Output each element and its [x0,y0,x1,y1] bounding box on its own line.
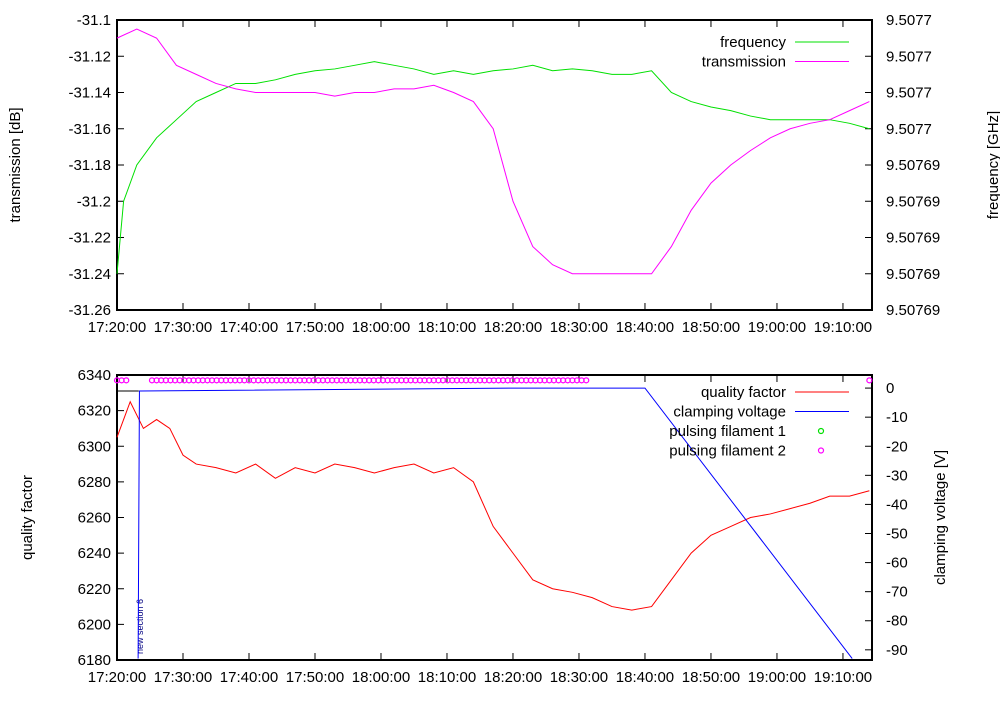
y2-tick-label: -10 [886,409,908,426]
y-tick-label: 6220 [78,581,111,598]
y-tick-label: -31.12 [68,48,111,65]
x-tick-label: 18:50:00 [682,669,740,686]
legend-label: quality factor [701,384,786,401]
x-tick-label: 18:50:00 [682,319,740,336]
y2-tick-label: 9.50769 [886,302,940,319]
y2-tick-label: -30 [886,467,908,484]
transmission-line [116,28,870,275]
legend-marker [817,427,825,435]
x-tick-label: 17:50:00 [286,669,344,686]
y2-tick-label: -90 [886,642,908,659]
y-tick-label: 6280 [78,474,111,491]
y-tick-label: -31.18 [68,157,111,174]
x-tick-label: 18:10:00 [418,669,476,686]
y-tick-label: -31.1 [77,12,111,29]
y2-tick-label: 9.5077 [886,12,932,29]
y-tick-label: -31.16 [68,121,111,138]
y-tick-label: 6320 [78,403,111,420]
y-tick-label: 6300 [78,438,111,455]
y2-tick-label: -40 [886,496,908,513]
x-tick-label: 17:30:00 [154,669,212,686]
x-tick-label: 17:50:00 [286,319,344,336]
legend-label: transmission [702,54,786,71]
y-tick-label: -31.24 [68,266,111,283]
quality-factor-line [116,400,870,611]
x-tick-label: 18:30:00 [550,669,608,686]
y2-tick-label: 9.50769 [886,230,940,247]
y-tick-label: -31.26 [68,302,111,319]
frequency-line [116,61,870,274]
x-tick-label: 18:30:00 [550,319,608,336]
y-axis-label: quality factor [19,475,36,560]
y2-tick-label: -60 [886,555,908,572]
y2-tick-label: 9.5077 [886,48,932,65]
x-tick-label: 18:00:00 [352,319,410,336]
x-tick-label: 19:00:00 [748,319,806,336]
annotation-label: new section 6 [135,599,145,654]
x-tick-label: 17:40:00 [220,669,278,686]
x-tick-label: 17:30:00 [154,319,212,336]
x-tick-label: 18:20:00 [484,319,542,336]
clamping-voltage-line [137,387,853,659]
x-tick-label: 18:10:00 [418,319,476,336]
x-tick-label: 19:10:00 [814,319,872,336]
legend-label: frequency [720,34,786,51]
legend-label: pulsing filament 1 [669,423,786,440]
x-tick-label: 17:20:00 [88,319,146,336]
y-tick-label: 6200 [78,616,111,633]
y2-tick-label: 9.50769 [886,266,940,283]
x-tick-label: 18:20:00 [484,669,542,686]
x-tick-label: 18:00:00 [352,669,410,686]
legend-marker [817,447,825,454]
y-tick-label: -31.22 [68,230,111,247]
pulsing-filament-2-marker [123,377,130,384]
y2-tick-label: 9.50769 [886,193,940,210]
x-tick-label: 18:40:00 [616,669,674,686]
y2-tick-label: -20 [886,438,908,455]
y2-tick-label: 9.5077 [886,121,932,138]
y2-tick-label: 9.50769 [886,157,940,174]
y-tick-label: 6180 [78,652,111,669]
x-tick-label: 19:10:00 [814,669,872,686]
y-tick-label: -31.2 [77,193,111,210]
y2-axis-label: frequency [GHz] [985,111,1000,219]
y-tick-label: 6260 [78,510,111,527]
x-tick-label: 17:20:00 [88,669,146,686]
x-tick-label: 18:40:00 [616,319,674,336]
x-tick-label: 19:00:00 [748,669,806,686]
legend-label: pulsing filament 2 [669,443,786,460]
pulsing-filament-2-marker [583,377,590,384]
y2-axis-label: clamping voltage [V] [932,450,949,585]
y-tick-label: 6340 [78,367,111,384]
legend-label: clamping voltage [673,404,786,421]
y2-tick-label: -70 [886,584,908,601]
y-tick-label: 6240 [78,545,111,562]
x-tick-label: 17:40:00 [220,319,278,336]
y2-tick-label: 0 [886,380,894,397]
y-axis-label: transmission [dB] [7,107,24,222]
y2-tick-label: 9.5077 [886,85,932,102]
y2-tick-label: -50 [886,525,908,542]
y2-tick-label: -80 [886,613,908,630]
pulsing-filament-2-marker [866,377,873,384]
y-tick-label: -31.14 [68,85,111,102]
